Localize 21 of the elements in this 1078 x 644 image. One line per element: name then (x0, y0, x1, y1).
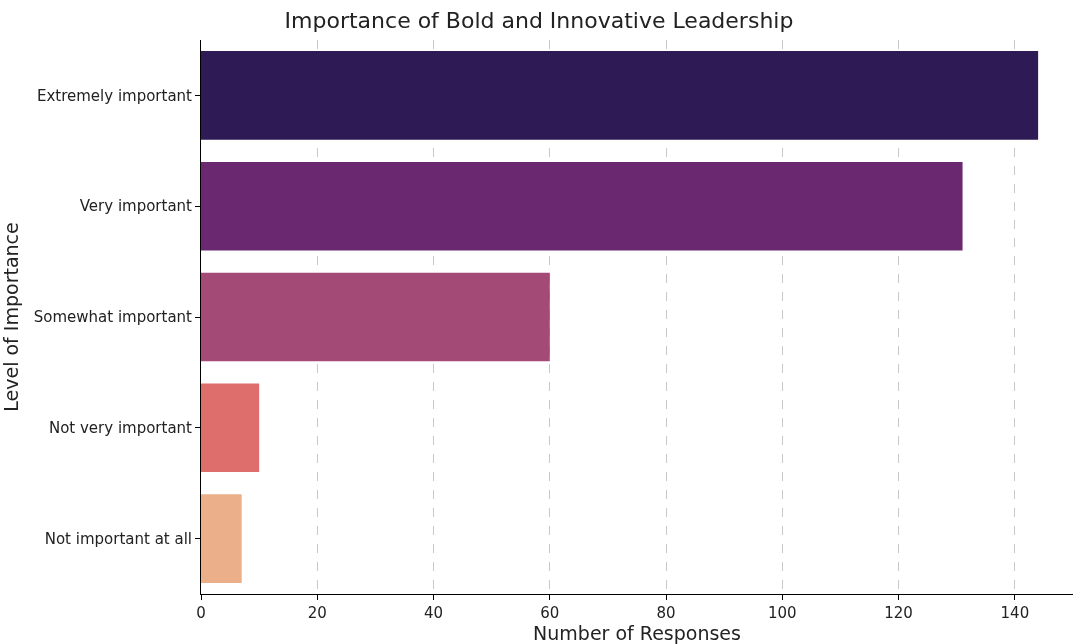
x-tick-label: 60 (540, 604, 560, 622)
bar (201, 494, 242, 583)
bar (201, 161, 963, 251)
y-tick-label: Somewhat important (33, 308, 193, 327)
bar (201, 51, 1039, 140)
y-tick-label: Not important at all (44, 529, 192, 548)
x-tick-label: 120 (884, 604, 913, 622)
bar (201, 383, 260, 473)
x-tick-label: 0 (196, 604, 206, 622)
x-tick-label: 100 (768, 604, 797, 622)
x-axis-title: Number of Responses (533, 622, 741, 644)
bar (201, 272, 550, 362)
x-tick-label: 140 (1000, 604, 1030, 622)
y-axis-title: Level of Importance (0, 222, 22, 412)
y-tick-label: Extremely important (36, 86, 193, 105)
x-tick-label: 20 (307, 604, 327, 622)
x-tick-label: 40 (423, 604, 444, 622)
chart-title: Importance of Bold and Innovative Leadership (284, 8, 794, 34)
x-tick-label: 80 (656, 604, 676, 622)
y-tick-label: Not very important (48, 419, 193, 438)
y-tick-label: Very important (79, 197, 193, 216)
